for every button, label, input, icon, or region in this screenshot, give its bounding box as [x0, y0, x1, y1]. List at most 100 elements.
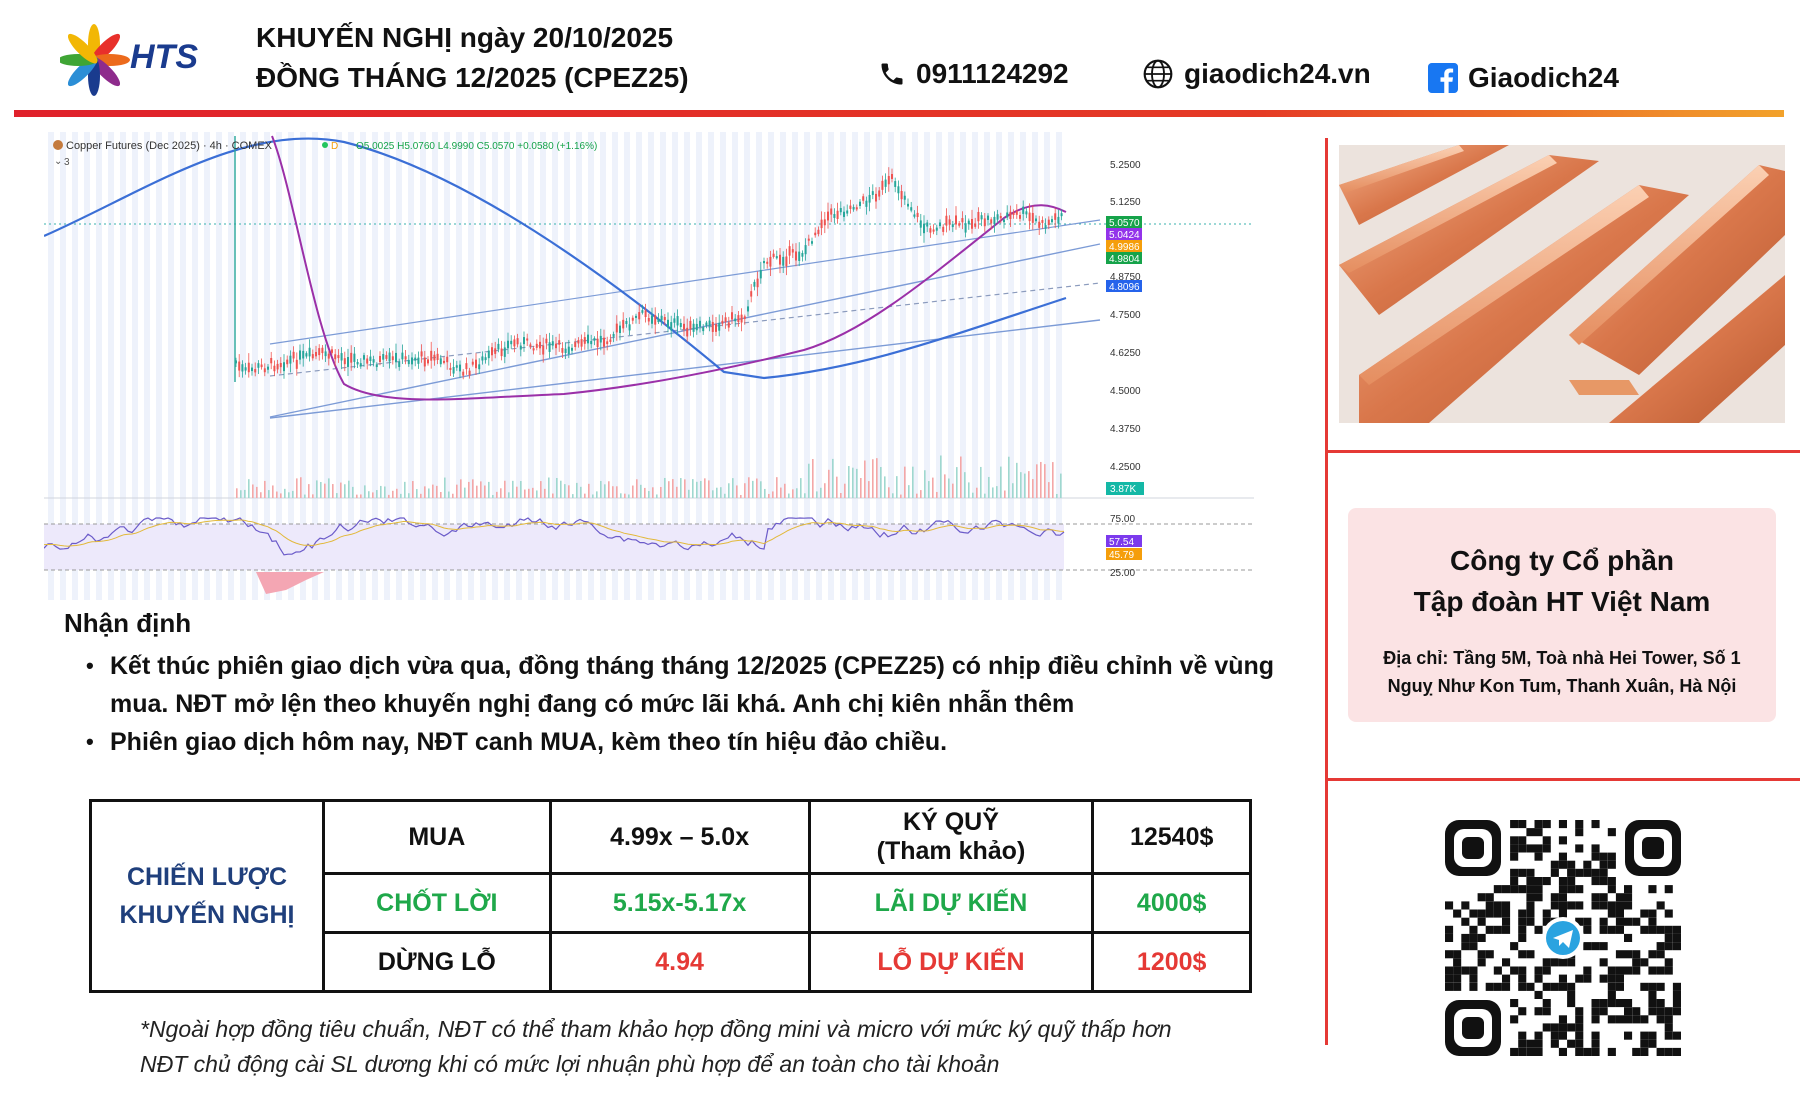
qr-module	[1534, 885, 1543, 894]
volume-bar	[640, 484, 642, 498]
qr-module	[1558, 1047, 1567, 1056]
candle-body	[401, 352, 404, 360]
qr-module	[1558, 901, 1567, 910]
volume-bar	[808, 463, 810, 498]
qr-module	[1558, 893, 1567, 902]
session-stripe	[1032, 132, 1038, 600]
analysis-bullet: Kết thúc phiên giao dịch vừa qua, đồng t…	[86, 647, 1304, 723]
qr-module	[1567, 901, 1576, 910]
session-stripe	[984, 132, 990, 600]
candle-body	[961, 218, 964, 223]
volume-bar	[768, 493, 770, 498]
volume-bar	[620, 493, 622, 498]
logo-text: HTS	[130, 38, 198, 76]
candle-body	[484, 357, 487, 361]
candle-body	[270, 357, 273, 364]
candle-body	[1054, 213, 1057, 220]
candle-body	[823, 219, 826, 226]
qr-module	[1526, 885, 1535, 894]
candle-body	[363, 355, 365, 360]
price-tag-bg	[1106, 228, 1142, 240]
price-tick: 4.5000	[1110, 386, 1141, 397]
candle-body	[353, 353, 356, 362]
qr-module	[1591, 868, 1600, 877]
candle-body	[359, 363, 362, 367]
candle-body	[1035, 218, 1037, 222]
candle-body	[308, 347, 311, 357]
volume-bar	[512, 480, 514, 498]
indicator-toggle-icon[interactable]: ⌄	[54, 156, 62, 167]
qr-module	[1607, 966, 1616, 975]
qr-module	[1607, 852, 1616, 861]
rsi-tag: 45.79	[1109, 550, 1134, 561]
volume-bar	[344, 484, 346, 498]
volume-bar	[936, 491, 938, 498]
qr-finder-top-left	[1445, 820, 1501, 876]
facebook-link[interactable]: Giaodich24	[1468, 62, 1619, 93]
candle-body	[913, 214, 916, 217]
qr-module	[1575, 974, 1584, 983]
candle-body	[865, 200, 868, 207]
price-tag: 4.8096	[1109, 282, 1140, 293]
qr-module	[1469, 925, 1478, 934]
candle-body	[379, 355, 381, 363]
candle-body	[727, 322, 730, 328]
candle-body	[711, 322, 714, 332]
candle-body	[430, 350, 433, 361]
candle-body	[481, 356, 484, 361]
session-stripe	[216, 132, 222, 600]
qr-code[interactable]	[1445, 820, 1681, 1056]
key-label: KÝ QUỸ	[903, 808, 999, 836]
volume-bar	[744, 483, 746, 498]
qr-module	[1567, 868, 1576, 877]
key-cell: LỖ DỰ KIẾN	[807, 931, 1095, 993]
strategy-label-line-2: KHUYẾN NGHỊ	[119, 901, 295, 929]
candle-body	[635, 315, 637, 318]
session-stripe	[852, 132, 858, 600]
qr-module	[1575, 885, 1584, 894]
volume-bar	[428, 488, 430, 498]
volume-bar	[800, 478, 802, 498]
session-stripes	[48, 132, 1062, 600]
qr-finder-top-right	[1625, 820, 1681, 876]
candle-body	[324, 351, 327, 357]
session-stripe	[372, 132, 378, 600]
qr-module	[1469, 909, 1478, 918]
strategy-table: CHIẾN LƯỢC KHUYẾN NGHỊ MUA 4.99x – 5.0x …	[89, 799, 1252, 993]
candle-body	[478, 364, 481, 370]
volume-bar	[288, 492, 290, 498]
qr-module	[1672, 925, 1681, 934]
candle-body	[494, 348, 497, 354]
qr-module	[1624, 893, 1633, 902]
candle-body	[619, 325, 621, 334]
candle-body	[871, 191, 874, 195]
candle-body	[427, 359, 429, 364]
qr-module	[1575, 828, 1584, 837]
qr-module	[1445, 950, 1454, 959]
volume-bar	[372, 492, 374, 498]
qr-module	[1591, 893, 1600, 902]
volume-bar	[356, 494, 358, 498]
session-stripe	[96, 132, 102, 600]
session-stripe	[792, 132, 798, 600]
volume-bar	[776, 477, 778, 498]
header-divider-bar	[14, 110, 1784, 117]
qr-module	[1534, 820, 1543, 829]
qr-module	[1558, 852, 1567, 861]
rsi-tick: 75.00	[1110, 514, 1135, 525]
volume-bar	[236, 488, 238, 498]
session-stripe	[480, 132, 486, 600]
website-link[interactable]: giaodich24.vn	[1184, 58, 1371, 89]
qr-module	[1469, 982, 1478, 991]
candle-body	[737, 315, 740, 323]
volume-bar	[480, 481, 482, 498]
volume-bar	[276, 491, 278, 498]
price-tick: 4.6250	[1110, 348, 1141, 359]
session-stripe	[528, 132, 534, 600]
candle-body	[1003, 219, 1005, 223]
candle-body	[884, 179, 887, 187]
volume-bar	[916, 493, 918, 498]
qr-module	[1461, 917, 1470, 926]
candle-body	[471, 361, 474, 365]
candle-body	[574, 342, 577, 347]
